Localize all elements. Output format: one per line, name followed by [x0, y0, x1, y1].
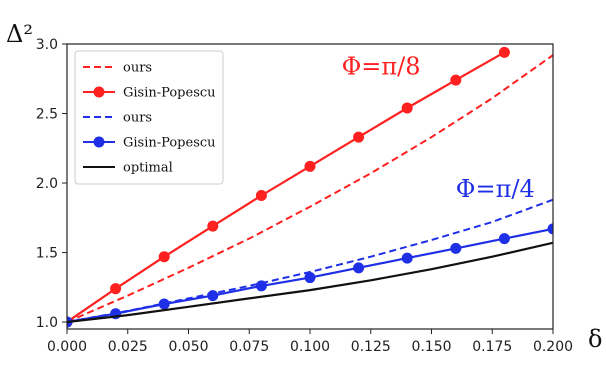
- x-tick-label: 0.150: [411, 339, 451, 355]
- series-3-marker: [401, 252, 413, 264]
- series-3-marker: [547, 223, 553, 235]
- series-1-marker: [353, 131, 365, 143]
- series-1-marker: [207, 220, 219, 232]
- y-tick-label: 2.5: [36, 107, 58, 123]
- legend-label-3: Gisin-Popescu: [123, 136, 216, 151]
- series-1-marker: [498, 46, 510, 58]
- legend-label-4: optimal: [123, 161, 173, 176]
- y-tick-label: 2.0: [36, 176, 58, 192]
- legend-box: [74, 50, 224, 185]
- x-tick-label: 0.100: [290, 339, 330, 355]
- annotations-layer: Φ=π/8 Φ=π/4: [342, 53, 535, 203]
- series-line-2: [67, 198, 553, 323]
- series-layer: [67, 46, 553, 328]
- series-1-marker: [110, 283, 122, 295]
- legend-marker-3: [93, 136, 105, 148]
- series-1-marker: [450, 74, 462, 86]
- x-tick-label: 0.000: [47, 339, 87, 355]
- plot-frame: [66, 43, 554, 330]
- x-tick-label: 0.125: [351, 339, 391, 355]
- y-tick-label: 1.5: [36, 246, 58, 262]
- series-3-marker: [450, 242, 462, 254]
- y-tick-label: 1.0: [36, 315, 58, 331]
- axis-ticks: 0.000 0.025 0.050 0.075 0.100 0.125 0.150 0.175…: [36, 37, 573, 355]
- series-3-marker: [353, 262, 365, 274]
- annotation-label: Φ=π/4: [456, 175, 535, 203]
- y-axis-title: Δ²: [6, 20, 33, 48]
- series-line-1: [67, 51, 505, 323]
- series-1-marker: [255, 190, 267, 202]
- series-3-marker: [498, 233, 510, 245]
- legend-marker-1: [93, 86, 105, 98]
- y-tick-label: 3.0: [36, 37, 58, 53]
- annotation-label: Φ=π/8: [342, 53, 421, 81]
- x-tick-label: 0.050: [168, 339, 208, 355]
- x-tick-label: 0.075: [229, 339, 269, 355]
- series-1-marker: [158, 251, 170, 263]
- series-1-marker: [304, 160, 316, 172]
- series-3-marker: [304, 272, 316, 284]
- series-1-marker: [401, 102, 413, 114]
- x-tick-label: 0.175: [472, 339, 512, 355]
- legend: ours Gisin-Popescu ours Gisin-Popescu optima…: [74, 50, 224, 185]
- x-axis-title: δ: [588, 325, 602, 353]
- x-tick-label: 0.200: [533, 339, 573, 355]
- legend-label-2: ours: [123, 111, 152, 126]
- series-line-4: [67, 241, 553, 324]
- legend-label-1: Gisin-Popescu: [123, 86, 216, 101]
- legend-label-0: ours: [123, 61, 152, 76]
- x-tick-label: 0.025: [108, 339, 148, 355]
- series-line-0: [67, 54, 553, 323]
- series-3-marker: [207, 290, 219, 302]
- series-3-marker: [158, 298, 170, 310]
- series-3-marker: [255, 280, 267, 292]
